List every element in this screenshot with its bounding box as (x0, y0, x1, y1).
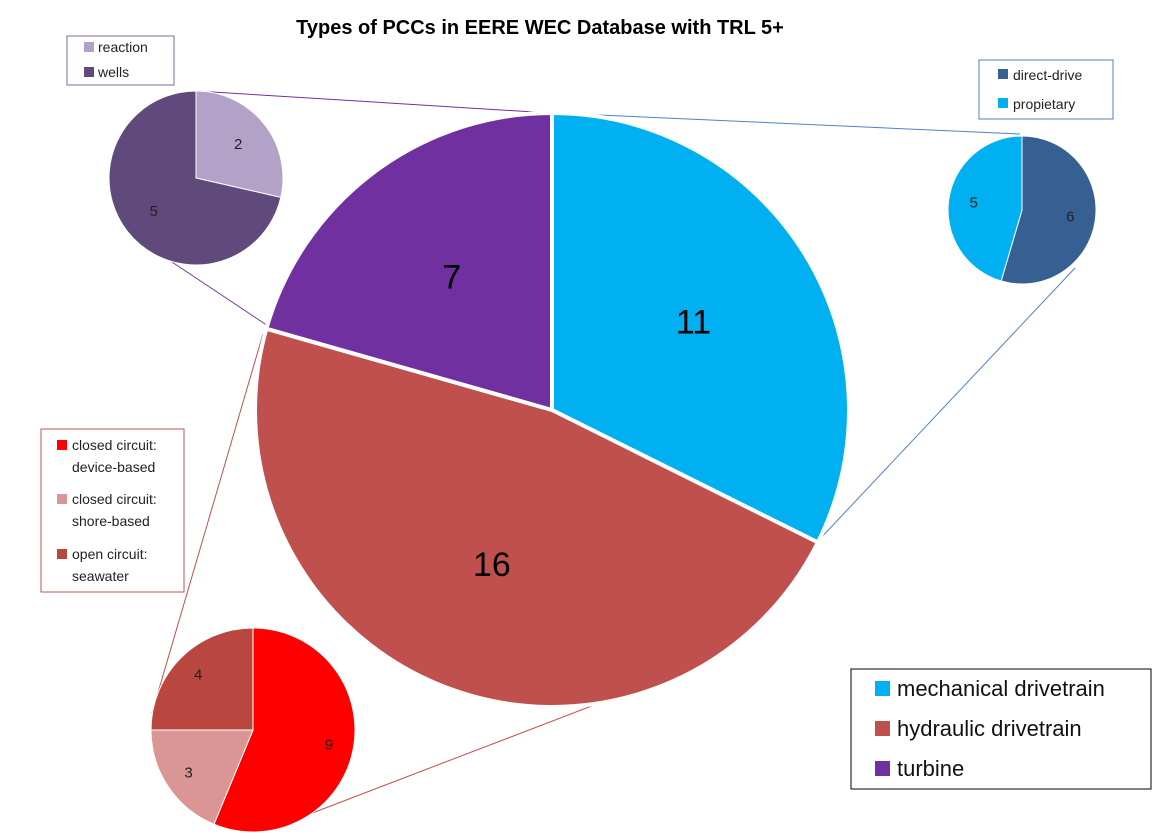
turbine-label-wells: 5 (150, 203, 158, 220)
legend-swatch-shore-based (57, 494, 67, 504)
turbine-connector-top (195, 90, 551, 114)
legend-label-turbine: turbine (897, 756, 964, 781)
legend-label-mechanical: mechanical drivetrain (897, 676, 1105, 701)
legend-swatch-mechanical (875, 681, 890, 696)
legend-label-hydraulic: hydraulic drivetrain (897, 716, 1082, 741)
turbine-slice-reaction (195, 90, 284, 198)
legend-label-propietary: propietary (1013, 96, 1075, 112)
legend-swatch-direct-drive (998, 69, 1008, 79)
hydraulic-slice-open-circuit-seawater (150, 627, 254, 731)
main-legend: mechanical drivetrain hydraulic drivetra… (850, 668, 1152, 790)
hydraulic-slice-closed-circuit-device-based (213, 627, 356, 833)
main-slice-hydraulic-drivetrain (253, 326, 821, 709)
mech-slice-propietary (947, 135, 1023, 282)
legend-label-device-based-line2: device-based (72, 459, 155, 475)
hydraulic-label-closed-circuit-shore-based: 3 (184, 765, 192, 782)
mechanical-connector-bottom (817, 267, 1076, 542)
hydraulic-connector-top (151, 333, 264, 714)
main-label-turbine: 7 (442, 258, 461, 296)
main-slice-mechanical-drivetrain (550, 110, 851, 546)
legend-label-shore-based-line2: shore-based (72, 513, 150, 529)
legend-swatch-propietary (998, 98, 1008, 108)
chart-title: Types of PCCs in EERE WEC Database with … (296, 17, 784, 39)
legend-swatch-turbine (875, 761, 890, 776)
legend-label-wells: wells (97, 64, 129, 80)
mech-slice-direct-drive (1000, 135, 1097, 285)
turbine-label-reaction: 2 (234, 136, 242, 153)
hydraulic-label-closed-circuit-device-based: 9 (325, 737, 333, 754)
legend-swatch-seawater (57, 549, 67, 559)
main-label-mechanical-drivetrain: 11 (676, 303, 711, 341)
legend-swatch-reaction (84, 42, 94, 52)
hydraulic-connector-bottom (267, 688, 637, 831)
main-label-hydraulic-drivetrain: 16 (473, 546, 511, 584)
mech-label-propietary: 5 (970, 195, 978, 212)
main-pie: 11 16 7 (253, 110, 851, 709)
mech-label-direct-drive: 6 (1066, 209, 1074, 226)
legend-label-reaction: reaction (98, 39, 148, 55)
turbine-connector-bottom (171, 261, 269, 327)
mechanical-legend: direct-drive propietary (978, 59, 1114, 120)
legend-label-seawater-line1: open circuit: (72, 546, 147, 562)
hydraulic-slice-closed-circuit-shore-based (150, 729, 254, 825)
legend-label-device-based-line1: closed circuit: (72, 437, 157, 453)
turbine-slice-wells (108, 90, 282, 266)
mechanical-connector-top (554, 112, 1021, 135)
hydraulic-legend: closed circuit: device-based closed circ… (40, 428, 185, 593)
legend-swatch-wells (84, 67, 94, 77)
turbine-legend: reaction wells (66, 35, 175, 86)
legend-label-shore-based-line1: closed circuit: (72, 491, 157, 507)
legend-swatch-hydraulic (875, 721, 890, 736)
connector-lines (151, 90, 1076, 831)
turbine-breakdown-pie: 25 (108, 90, 284, 266)
legend-label-seawater-line2: seawater (72, 568, 129, 584)
mechanical-breakdown-pie: 65 (947, 135, 1097, 285)
main-slice-turbine (263, 110, 554, 413)
hydraulic-label-open-circuit-seawater: 4 (194, 667, 202, 684)
hydraulic-breakdown-pie: 9 3 4 (150, 627, 356, 833)
legend-label-direct-drive: direct-drive (1013, 67, 1082, 83)
legend-swatch-device-based (57, 440, 67, 450)
